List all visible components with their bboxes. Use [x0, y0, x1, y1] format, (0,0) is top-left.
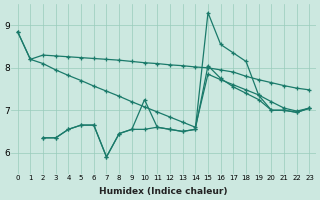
X-axis label: Humidex (Indice chaleur): Humidex (Indice chaleur) [99, 187, 228, 196]
